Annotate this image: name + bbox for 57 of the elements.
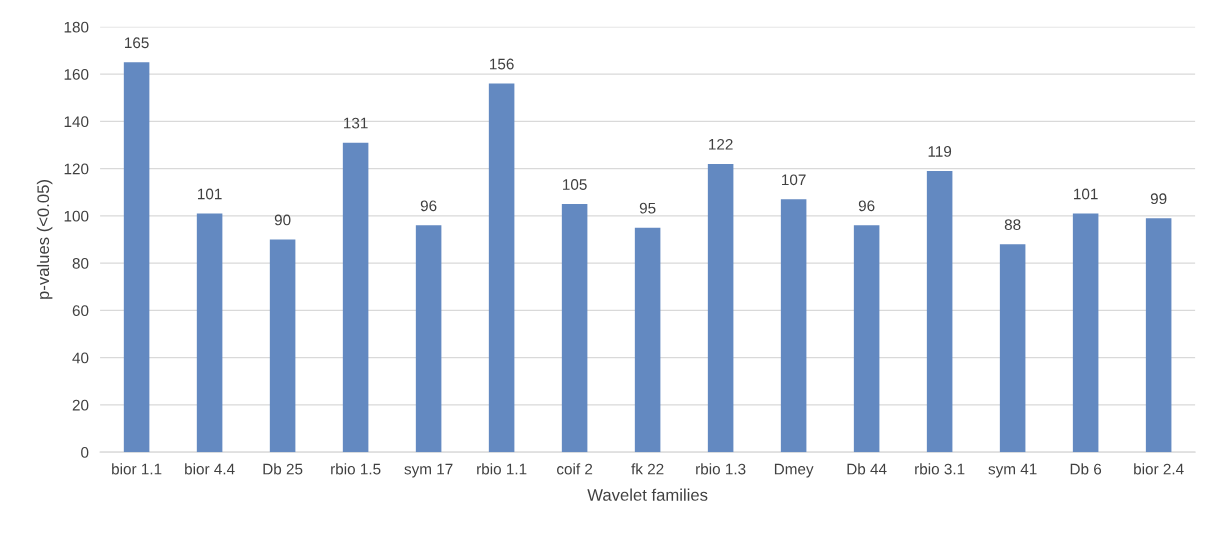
x-tick-label: sym 41 bbox=[988, 463, 1037, 478]
x-tick-label: bior 4.4 bbox=[185, 463, 235, 475]
data-label: 99 bbox=[1150, 193, 1167, 205]
data-label: 165 bbox=[125, 37, 149, 49]
bar bbox=[780, 199, 807, 453]
data-label: 101 bbox=[1074, 188, 1098, 200]
x-tick-label: rbio 1.5 bbox=[331, 463, 381, 475]
y-tick-label: 120 bbox=[64, 163, 89, 175]
bar bbox=[634, 227, 661, 453]
y-tick-label: 140 bbox=[64, 116, 89, 128]
y-axis-title: p-values (<0.05) bbox=[36, 180, 53, 299]
y-tick-label: 180 bbox=[64, 21, 89, 33]
bar bbox=[561, 204, 588, 453]
x-axis-title: Wavelet families bbox=[587, 488, 708, 501]
data-label: 119 bbox=[928, 146, 952, 157]
y-tick-label: 40 bbox=[72, 352, 89, 364]
x-tick-label: Dmey bbox=[774, 463, 814, 478]
y-tick-label: 60 bbox=[72, 305, 89, 317]
bar bbox=[1145, 218, 1172, 453]
y-tick-label: 80 bbox=[72, 258, 89, 269]
data-label: 107 bbox=[782, 174, 806, 186]
bar bbox=[123, 62, 150, 453]
bar bbox=[999, 244, 1026, 453]
x-tick-label: Db 44 bbox=[847, 463, 887, 475]
x-tick-label: Db 6 bbox=[1070, 463, 1102, 475]
data-label: 90 bbox=[274, 214, 291, 226]
data-label: 95 bbox=[639, 202, 656, 214]
bar bbox=[415, 225, 442, 453]
x-tick-label: bior 1.1 bbox=[112, 463, 162, 475]
bar bbox=[269, 239, 296, 453]
bar bbox=[342, 142, 369, 453]
data-label: 131 bbox=[344, 117, 368, 129]
bar bbox=[926, 170, 953, 453]
y-tick-label: 100 bbox=[64, 210, 89, 222]
y-tick-label: 20 bbox=[72, 399, 89, 411]
data-label: 96 bbox=[858, 200, 875, 212]
x-tick-label: sym 17 bbox=[404, 463, 453, 478]
data-label: 156 bbox=[490, 58, 514, 70]
data-label: 88 bbox=[1004, 219, 1021, 231]
bar bbox=[707, 163, 734, 453]
x-tick-label: rbio 3.1 bbox=[915, 463, 965, 475]
data-label: 101 bbox=[198, 188, 222, 200]
y-tick-label: 0 bbox=[81, 447, 89, 458]
x-tick-label: coif 2 bbox=[557, 463, 593, 475]
bar bbox=[1072, 213, 1099, 453]
x-tick-label: Db 25 bbox=[263, 463, 303, 475]
y-tick-label: 160 bbox=[64, 68, 89, 80]
bar bbox=[196, 213, 223, 453]
x-tick-label: bior 2.4 bbox=[1134, 463, 1184, 475]
bar bbox=[853, 225, 880, 453]
data-label: 105 bbox=[563, 179, 587, 190]
data-label: 122 bbox=[709, 138, 733, 150]
x-tick-label: rbio 1.1 bbox=[477, 463, 527, 475]
bar bbox=[488, 83, 515, 453]
data-label: 96 bbox=[420, 200, 437, 212]
x-tick-label: fk 22 bbox=[631, 463, 664, 475]
x-tick-label: rbio 1.3 bbox=[696, 463, 746, 475]
